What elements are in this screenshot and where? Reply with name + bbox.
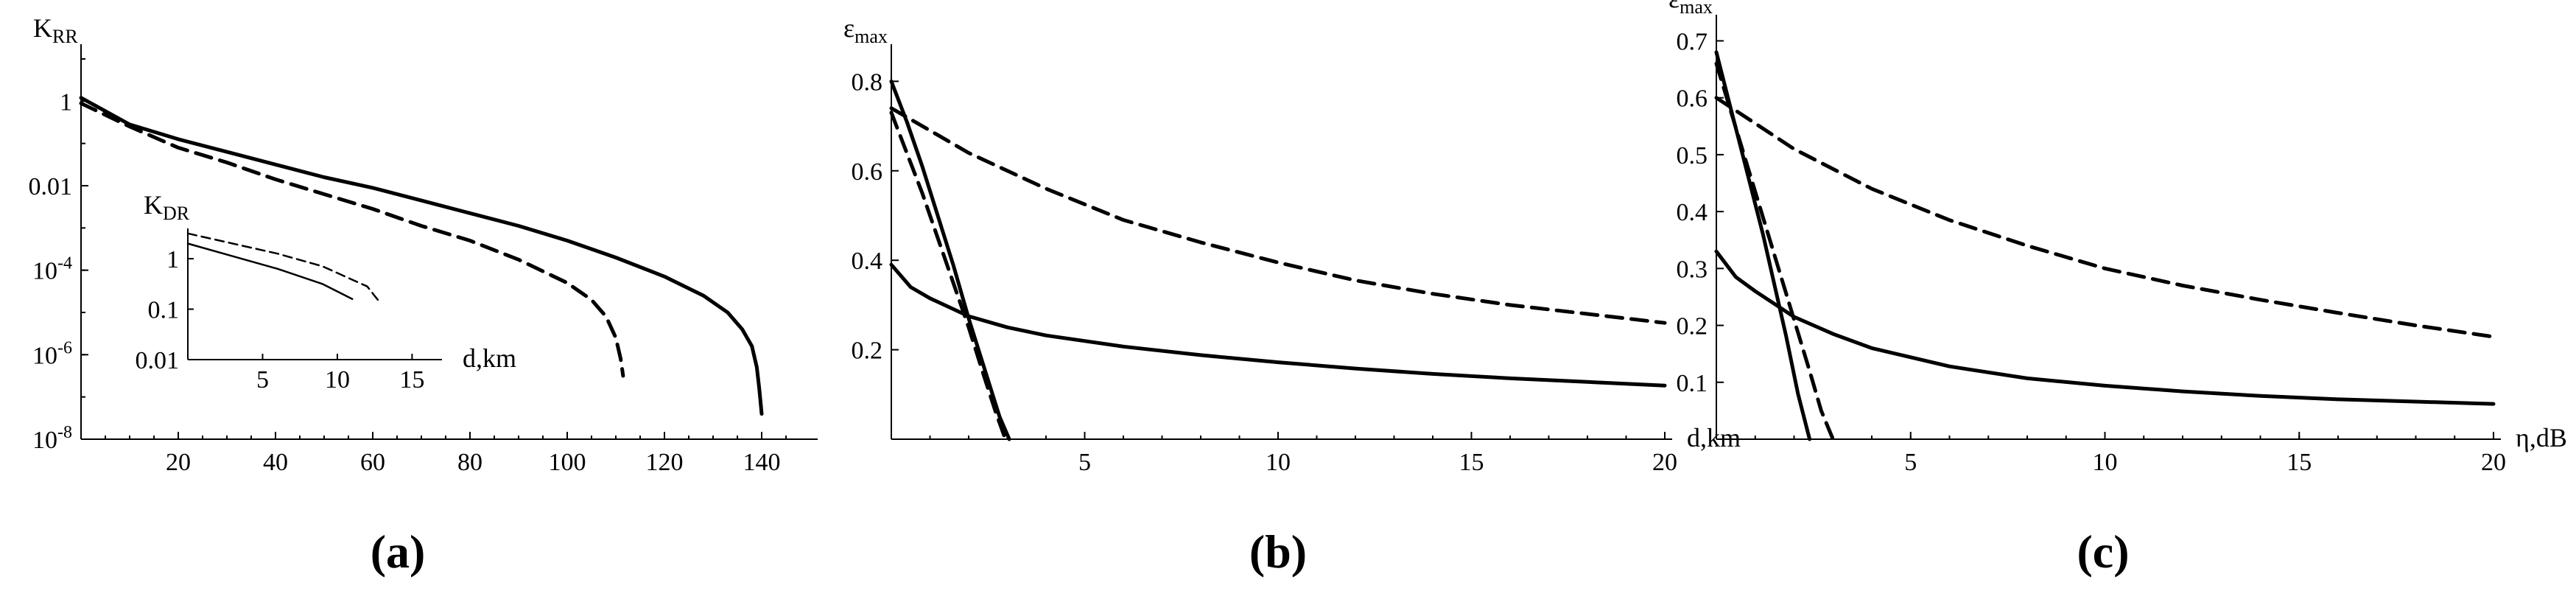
y-tick-label: 0.6 xyxy=(1677,85,1708,113)
y-tick-label: 0.4 xyxy=(1677,199,1708,226)
inset-y-tick-label: 0.01 xyxy=(136,347,180,374)
y-tick-label: 0.1 xyxy=(1677,370,1708,397)
x-tick-label: 10 xyxy=(1266,449,1291,476)
y-axis-label-subscript: max xyxy=(854,26,888,47)
y-tick-base: 10 xyxy=(32,258,57,285)
y-tick-label: 0.2 xyxy=(852,338,883,365)
y-axis-label: εmax xyxy=(1668,0,1713,18)
inset-chart: 5 10 15 1 0.1 0.01 KDR d,km xyxy=(136,190,517,394)
series-dashed-3 xyxy=(889,106,1667,325)
panel-label: (a) xyxy=(371,525,426,578)
y-tick-exponent: -4 xyxy=(57,254,72,273)
inset-series-solid xyxy=(186,242,354,301)
y-tick-label: 0.4 xyxy=(852,248,883,275)
x-tick-label: 10 xyxy=(2093,449,2118,476)
y-axis-label-subscript: max xyxy=(1680,0,1713,18)
panel-label: (c) xyxy=(2077,525,2129,578)
inset-x-axis-label: d,km xyxy=(463,343,516,373)
y-tick-label: 0.8 xyxy=(852,69,883,96)
y-tick-label: 10-4 xyxy=(32,254,72,285)
y-axis-label-main: ε xyxy=(1668,0,1680,13)
y-axis-label-main: ε xyxy=(843,13,854,43)
y-tick-exponent: -8 xyxy=(57,423,72,442)
x-tick-label: 15 xyxy=(1459,449,1484,476)
panel-3: 5 10 15 20 0.1 0.2 0.3 0.4 0.5 0.6 0.7 εmax η,dB (c) xyxy=(1668,0,2567,578)
series-dashed-4 xyxy=(1714,61,1835,441)
x-tick-label: 140 xyxy=(743,449,781,476)
y-tick-label: 1 xyxy=(60,88,72,116)
y-axis-label-main: K xyxy=(33,13,52,43)
inset-y-tick-label: 0.1 xyxy=(148,297,180,324)
y-tick-label: 0.6 xyxy=(852,158,883,186)
inset-y-axis-label: KDR xyxy=(144,190,190,224)
y-tick-exponent: -6 xyxy=(57,338,72,357)
inset-series-dashed xyxy=(186,232,381,303)
x-tick-label: 60 xyxy=(360,449,385,476)
panel-2: 5 10 15 20 0.2 0.4 0.6 0.8 εmax d,km (b) xyxy=(843,13,1741,578)
x-axis-label: d,km xyxy=(1687,423,1741,452)
x-tick-label: 20 xyxy=(166,449,191,476)
y-tick-base: 10 xyxy=(32,427,57,454)
series-solid-1 xyxy=(889,262,1667,388)
y-axis-label-subscript: RR xyxy=(52,26,78,47)
y-tick-base: 10 xyxy=(32,342,57,369)
series-solid-2 xyxy=(889,79,1011,441)
x-tick-label: 80 xyxy=(457,449,482,476)
inset-x-tick-label: 15 xyxy=(399,366,424,394)
panel-label: (b) xyxy=(1249,525,1307,578)
series-dashed-4 xyxy=(889,111,1008,441)
inset-x-tick-label: 10 xyxy=(325,366,350,394)
panel-1: 20 40 60 80 100 120 14010.0110-410-610-8KRR(a)… xyxy=(29,13,818,578)
y-tick-label: 0.2 xyxy=(1677,313,1708,340)
x-axis-label: η,dB xyxy=(2516,423,2567,452)
inset-y-axis-label-main: K xyxy=(144,190,163,220)
y-axis-label: KRR xyxy=(33,13,78,47)
x-tick-label: 5 xyxy=(1904,449,1917,476)
y-tick-label: 10-6 xyxy=(32,338,72,369)
inset-y-axis-label-subscript: DR xyxy=(163,203,190,224)
y-tick-base: 1 xyxy=(60,88,72,116)
inset-y-tick-label: 1 xyxy=(166,246,179,273)
x-tick-label: 40 xyxy=(263,449,288,476)
x-tick-label: 15 xyxy=(2287,449,2312,476)
series-dashed-3 xyxy=(1714,96,2496,339)
y-tick-label: 10-8 xyxy=(32,423,72,454)
y-tick-base: 0.01 xyxy=(29,173,73,200)
x-tick-label: 120 xyxy=(646,449,684,476)
y-tick-label: 0.01 xyxy=(29,173,73,200)
y-tick-label: 0.5 xyxy=(1677,142,1708,169)
series-dashed-2 xyxy=(79,101,625,378)
x-tick-label: 20 xyxy=(1652,449,1677,476)
series-solid-1 xyxy=(1714,249,2496,406)
x-tick-label: 100 xyxy=(549,449,586,476)
y-tick-label: 0.7 xyxy=(1677,28,1708,55)
inset-x-tick-label: 5 xyxy=(256,366,269,394)
x-tick-label: 20 xyxy=(2481,449,2506,476)
y-tick-label: 0.3 xyxy=(1677,256,1708,283)
y-axis-label: εmax xyxy=(843,13,888,47)
series-solid-1 xyxy=(79,96,764,416)
x-tick-label: 5 xyxy=(1078,449,1091,476)
